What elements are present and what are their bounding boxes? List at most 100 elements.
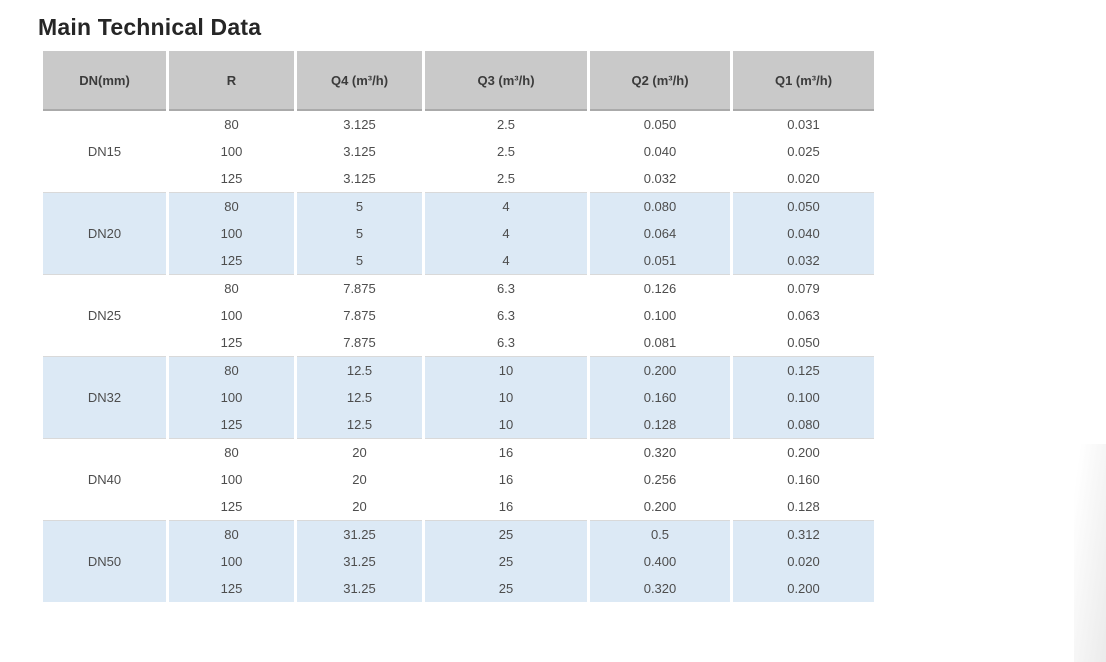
data-cell: 125: [169, 165, 294, 193]
data-cell: 25: [425, 521, 587, 548]
data-cell: 31.25: [297, 548, 422, 575]
data-cell: 0.126: [590, 275, 730, 302]
table-row: 100 31.25 25 0.400 0.020: [43, 548, 874, 575]
data-cell: 0.320: [590, 439, 730, 466]
data-cell: 7.875: [297, 275, 422, 302]
data-cell: 0.079: [733, 275, 874, 302]
data-cell: 0.320: [590, 575, 730, 602]
data-cell: 0.125: [733, 357, 874, 384]
data-cell: 25: [425, 575, 587, 602]
column-header-2: Q4 (m³/h): [297, 51, 422, 111]
header-row: DN(mm) R Q4 (m³/h) Q3 (m³/h) Q2 (m³/h) Q1 (m³…: [43, 51, 874, 111]
data-cell: 0.200: [590, 493, 730, 521]
data-cell: 125: [169, 411, 294, 439]
column-header-4: Q2 (m³/h): [590, 51, 730, 111]
dn-cell: DN20: [43, 193, 166, 275]
data-cell: 0.200: [733, 439, 874, 466]
table-row: DN32 80 12.5 10 0.200 0.125: [43, 357, 874, 439]
data-cell: 125: [169, 575, 294, 602]
data-cell: 25: [425, 548, 587, 575]
data-cell: 12.5: [297, 357, 422, 384]
data-cell: 0.200: [590, 357, 730, 384]
data-cell: 100: [169, 220, 294, 247]
data-cell: 0.040: [590, 138, 730, 165]
table-row: 100 5 4 0.064 0.040: [43, 220, 874, 247]
data-cell: 80: [169, 357, 294, 384]
data-cell: 80: [169, 193, 294, 220]
data-cell: 125: [169, 247, 294, 275]
data-cell: 0.200: [733, 575, 874, 602]
table-row: 125 12.5 10 0.128 0.080: [43, 411, 874, 439]
data-cell: 0.032: [733, 247, 874, 275]
page-edge-gradient: [1074, 444, 1106, 662]
table-row: 125 31.25 25 0.320 0.200: [43, 575, 874, 602]
column-header-0: DN(mm): [43, 51, 166, 111]
data-cell: 10: [425, 411, 587, 439]
data-cell: 0.256: [590, 466, 730, 493]
data-cell: 7.875: [297, 302, 422, 329]
data-cell: 80: [169, 521, 294, 548]
data-cell: 125: [169, 493, 294, 521]
table-row: 125 5 4 0.051 0.032: [43, 247, 874, 275]
data-cell: 0.160: [590, 384, 730, 411]
table-header: DN(mm) R Q4 (m³/h) Q3 (m³/h) Q2 (m³/h) Q1 (m³…: [43, 51, 874, 111]
data-cell: 16: [425, 493, 587, 521]
data-cell: 5: [297, 247, 422, 275]
data-cell: 5: [297, 220, 422, 247]
data-cell: 0.025: [733, 138, 874, 165]
table-row: 125 20 16 0.200 0.128: [43, 493, 874, 521]
data-cell: 6.3: [425, 329, 587, 357]
data-cell: 100: [169, 302, 294, 329]
data-cell: 0.160: [733, 466, 874, 493]
data-cell: 0.128: [590, 411, 730, 439]
table-row: DN15 80 3.125 2.5 0.050 0.031: [43, 111, 874, 193]
data-cell: 0.050: [733, 329, 874, 357]
data-cell: 0.400: [590, 548, 730, 575]
table-row: DN50 80 31.25 25 0.5 0.312: [43, 521, 874, 602]
data-cell: 12.5: [297, 384, 422, 411]
table-row: 100 3.125 2.5 0.040 0.025: [43, 138, 874, 165]
data-cell: 2.5: [425, 111, 587, 138]
data-cell: 7.875: [297, 329, 422, 357]
data-cell: 0.080: [590, 193, 730, 220]
table-body: DN15 80 3.125 2.5 0.050 0.031 100 3.125 2.5 0.040…: [43, 111, 874, 602]
data-cell: 20: [297, 493, 422, 521]
data-cell: 5: [297, 193, 422, 220]
data-cell: 3.125: [297, 165, 422, 193]
data-cell: 3.125: [297, 111, 422, 138]
data-cell: 0.040: [733, 220, 874, 247]
table-row: DN40 80 20 16 0.320 0.200: [43, 439, 874, 521]
table-row: 100 12.5 10 0.160 0.100: [43, 384, 874, 411]
data-cell: 20: [297, 466, 422, 493]
table-row: 100 20 16 0.256 0.160: [43, 466, 874, 493]
data-cell: 10: [425, 357, 587, 384]
data-cell: 0.064: [590, 220, 730, 247]
data-cell: 0.020: [733, 165, 874, 193]
data-cell: 12.5: [297, 411, 422, 439]
data-cell: 0.050: [733, 193, 874, 220]
dn-cell: DN15: [43, 111, 166, 193]
data-cell: 4: [425, 247, 587, 275]
data-cell: 100: [169, 466, 294, 493]
page-title: Main Technical Data: [38, 14, 262, 40]
data-cell: 125: [169, 329, 294, 357]
data-cell: 31.25: [297, 521, 422, 548]
column-header-1: R: [169, 51, 294, 111]
data-cell: 80: [169, 111, 294, 138]
data-cell: 6.3: [425, 275, 587, 302]
table-row: 125 7.875 6.3 0.081 0.050: [43, 329, 874, 357]
table-row: DN25 80 7.875 6.3 0.126 0.079: [43, 275, 874, 357]
data-cell: 0.032: [590, 165, 730, 193]
data-cell: 2.5: [425, 138, 587, 165]
data-cell: 0.100: [733, 384, 874, 411]
column-header-3: Q3 (m³/h): [425, 51, 587, 111]
data-cell: 10: [425, 384, 587, 411]
data-cell: 100: [169, 548, 294, 575]
data-cell: 31.25: [297, 575, 422, 602]
data-cell: 4: [425, 193, 587, 220]
data-cell: 0.100: [590, 302, 730, 329]
data-cell: 2.5: [425, 165, 587, 193]
dn-cell: DN50: [43, 521, 166, 602]
data-cell: 80: [169, 275, 294, 302]
data-cell: 0.031: [733, 111, 874, 138]
